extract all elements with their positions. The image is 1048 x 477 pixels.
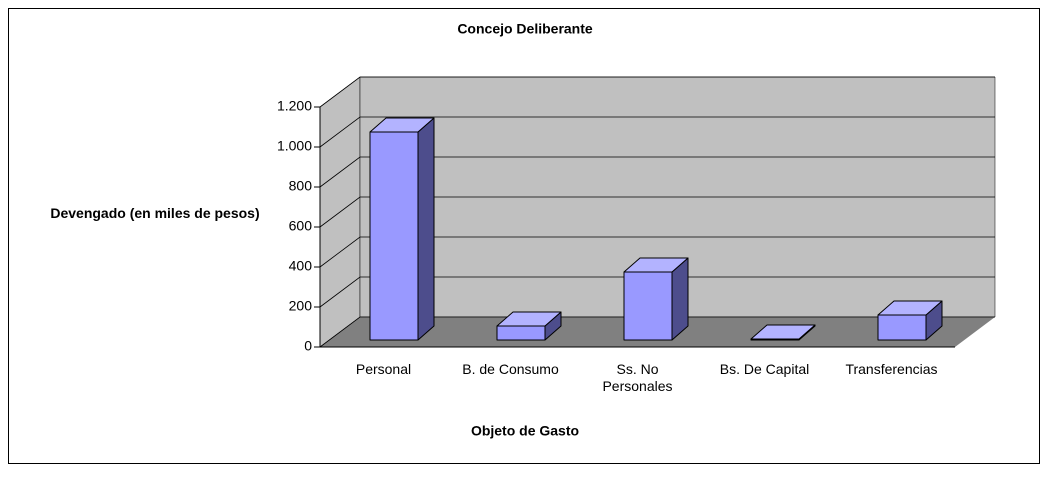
chart-title: Concejo Deliberante [457,21,593,37]
x-tick-label: Personal [355,361,412,377]
x-tick-label: Transferencias [845,361,938,377]
bar [750,338,800,341]
bar [877,314,927,341]
grid-line [319,156,995,188]
y-axis-title: Devengado (en miles de pesos) [50,205,260,221]
y-tick-label: 400 [289,258,313,274]
grid-line [319,116,995,148]
y-tick-label: 1.000 [277,138,312,154]
x-tick-box: Personal [355,361,412,377]
x-tick-label: Ss. No Personales [602,361,673,394]
x-tick-box: B. de Consumo [462,361,559,377]
grid-line [319,276,995,308]
x-tick-box: Ss. No Personales [602,361,673,394]
grid-line [319,316,995,348]
x-tick-box: Transferencias [845,361,938,377]
x-tick-box: Bs. De Capital [719,361,810,377]
bar [496,325,546,341]
grid-line [319,76,995,108]
y-tick-label: 1.200 [277,98,312,114]
bar [623,271,673,341]
bar [369,131,419,341]
bar-side [417,117,435,341]
x-axis-title: Objeto de Gasto [471,423,579,439]
y-tick-label: 0 [304,338,312,354]
x-tick-label: Bs. De Capital [719,361,810,377]
y-tick-label: 800 [289,178,313,194]
y-axis-title-box: Devengado (en miles de pesos) [50,205,260,221]
grid-line [319,196,995,228]
y-tick-label: 200 [289,298,313,314]
grid-line [319,236,995,268]
x-tick-label: B. de Consumo [462,361,559,377]
y-tick-label: 600 [289,218,313,234]
